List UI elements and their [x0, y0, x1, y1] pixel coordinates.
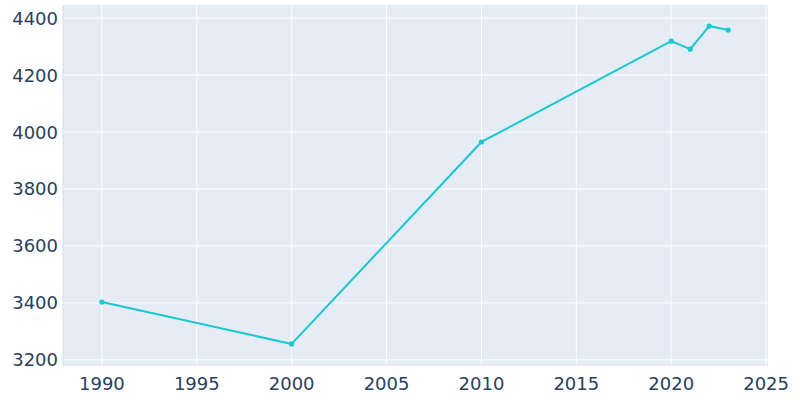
y-tick-label: 4000 — [12, 122, 58, 143]
x-grid-line — [196, 5, 197, 365]
y-tick-label: 4200 — [12, 65, 58, 86]
chart-svg: 1990 1995 2000 2005 2010 2015 2020 2025 3200 3400… — [0, 0, 800, 400]
chart-container: 1990 1995 2000 2005 2010 2015 2020 2025 3200 3400… — [0, 0, 800, 400]
y-tick-label: 3800 — [12, 178, 58, 199]
y-tick-label: 3200 — [12, 349, 58, 370]
y-grid-line — [63, 359, 768, 360]
x-tick-label: 2005 — [364, 373, 410, 394]
tick-labels: 1990 1995 2000 2005 2010 2015 2020 2025 3200 3400… — [12, 8, 789, 394]
x-tick-label: 1995 — [174, 373, 220, 394]
data-point — [688, 47, 693, 52]
data-point — [289, 341, 294, 346]
y-grid-line — [63, 18, 768, 19]
data-line — [102, 26, 728, 344]
x-tick-label: 2025 — [743, 373, 789, 394]
plot-background — [63, 5, 768, 365]
y-grid-line — [63, 132, 768, 133]
data-point — [669, 39, 674, 44]
x-grid-line — [576, 5, 577, 365]
x-tick-label: 2020 — [648, 373, 694, 394]
x-tick-label: 1990 — [79, 373, 125, 394]
x-grid-line — [101, 5, 102, 365]
x-grid-line — [766, 5, 767, 365]
y-grid-line — [63, 75, 768, 76]
y-tick-label: 4400 — [12, 8, 58, 29]
data-point — [479, 139, 484, 144]
data-point — [726, 27, 731, 32]
x-axis-line — [63, 365, 768, 366]
data-layer — [99, 23, 730, 346]
x-grid-line — [481, 5, 482, 365]
y-tick-label: 3400 — [12, 292, 58, 313]
y-axis-line — [63, 5, 64, 365]
y-grid-line — [63, 245, 768, 246]
y-grid-line — [63, 188, 768, 189]
x-tick-label: 2015 — [553, 373, 599, 394]
y-tick-label: 3600 — [12, 235, 58, 256]
y-grid-line — [63, 302, 768, 303]
x-grid-line — [291, 5, 292, 365]
data-point — [99, 299, 104, 304]
grid — [63, 5, 768, 365]
x-grid-line — [386, 5, 387, 365]
x-tick-label: 2010 — [459, 373, 505, 394]
x-grid-line — [671, 5, 672, 365]
data-point — [707, 23, 712, 28]
x-tick-label: 2000 — [269, 373, 315, 394]
